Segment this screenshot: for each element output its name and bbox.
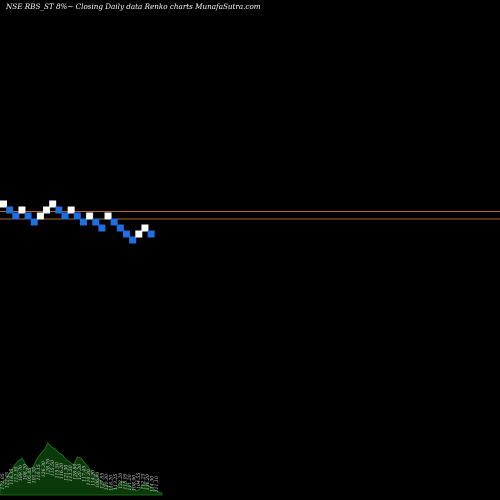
volume-label: 112.25 — [140, 473, 146, 489]
chart-title: NSE RBS_ST 8%~ Closing Daily data Renko … — [5, 2, 261, 11]
volume-label: 108.90 — [131, 475, 137, 491]
volume-label: 111.10 — [154, 476, 160, 492]
down-brick-14 — [79, 218, 87, 226]
volume-area — [0, 442, 163, 496]
down-brick-6 — [30, 218, 38, 226]
volume-label: 127.85 — [100, 473, 106, 489]
volume-labels: 172.05 122.45 118.35 112.35 109.70 108.20 105.… — [0, 459, 160, 493]
volume-label: 111.20 — [127, 474, 133, 490]
volume-label: 115.50 — [50, 460, 56, 476]
volume-label: 114.20 — [91, 470, 97, 486]
down-brick-21 — [123, 230, 130, 238]
volume-label: 101.35 — [32, 467, 38, 483]
down-brick-22 — [129, 236, 137, 244]
volume-label: 118.35 — [9, 468, 15, 484]
up-brick-23 — [135, 230, 143, 238]
up-brick-7 — [36, 212, 44, 220]
volume-label: 114.30 — [149, 476, 155, 492]
volume-label: 110.15 — [36, 464, 42, 480]
volume-label: 116.20 — [59, 463, 65, 479]
volume-label: 109.70 — [18, 465, 24, 481]
volume-label: 128.70 — [45, 459, 51, 475]
volume-label: 113.25 — [113, 474, 119, 490]
volume-label: 116.20 — [145, 474, 151, 490]
up-brick-1 — [0, 200, 7, 208]
up-brick-18 — [104, 212, 112, 220]
volume-label: 115.05 — [122, 473, 128, 489]
volume-label: 172.05 — [0, 473, 6, 489]
volume-label: 128.80 — [72, 464, 78, 480]
down-brick-3 — [12, 212, 20, 220]
down-brick-13 — [73, 212, 81, 220]
volume-label: 105.85 — [27, 468, 33, 484]
volume-label: 108.20 — [23, 464, 29, 480]
down-brick-19 — [110, 218, 118, 226]
volume-label: 112.35 — [14, 466, 20, 482]
volume-label: 106.90 — [95, 472, 101, 488]
volume-label: 117.45 — [82, 466, 88, 482]
down-brick-20 — [116, 224, 124, 232]
volume-label: 121.30 — [63, 465, 69, 481]
up-brick-8 — [43, 206, 51, 214]
down-brick-17 — [98, 224, 106, 232]
up-brick-4 — [18, 206, 26, 214]
volume-label: 104.55 — [136, 473, 142, 489]
down-brick-25 — [147, 230, 155, 238]
down-brick-10 — [55, 206, 63, 214]
up-brick-9 — [49, 200, 57, 208]
down-brick-2 — [6, 206, 14, 214]
volume-label: 118.20 — [109, 475, 115, 491]
volume-label: 110.30 — [86, 469, 92, 485]
down-brick-11 — [61, 212, 69, 220]
down-brick-16 — [92, 218, 100, 226]
volume-panel — [0, 442, 163, 496]
down-brick-5 — [24, 212, 32, 220]
volume-label: 126.30 — [41, 461, 47, 477]
up-brick-24 — [141, 224, 149, 232]
renko-bricks — [0, 200, 155, 244]
volume-label: 122.45 — [5, 472, 11, 488]
volume-label: 122.20 — [118, 473, 124, 489]
volume-label: 120.20 — [77, 464, 83, 480]
volume-label: 115.50 — [54, 462, 60, 478]
up-brick-12 — [67, 206, 75, 214]
volume-label: 113.50 — [68, 465, 74, 481]
volume-label: 120.30 — [104, 474, 110, 490]
up-brick-15 — [86, 212, 94, 220]
